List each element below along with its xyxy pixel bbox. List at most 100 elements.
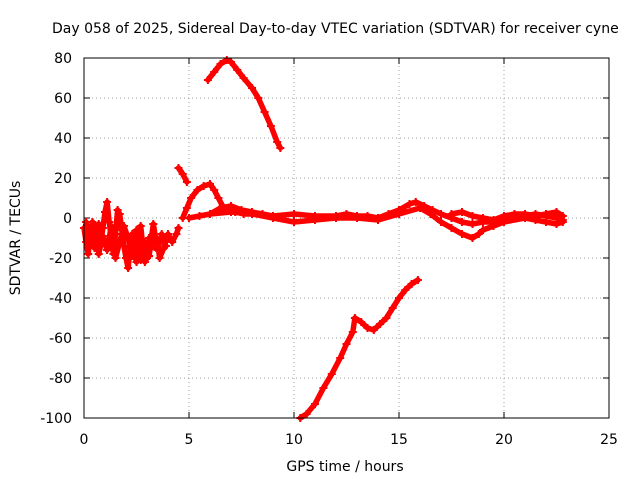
data-point (500, 212, 508, 220)
data-point (552, 208, 561, 216)
data-point (182, 204, 191, 212)
data-point (115, 210, 124, 218)
x-tick-label: 0 (80, 432, 89, 448)
data-point (103, 198, 112, 206)
data-point (357, 318, 366, 326)
data-point (82, 218, 91, 226)
data-point (136, 222, 145, 230)
data-point (107, 222, 116, 230)
data-point (210, 186, 219, 194)
y-tick-label: 80 (54, 51, 72, 67)
data-point (531, 212, 540, 220)
data-point (401, 286, 410, 294)
data-point (542, 218, 550, 226)
data-point (124, 234, 133, 242)
data-point (479, 226, 487, 234)
data-point (128, 252, 137, 260)
data-point (395, 294, 403, 302)
series-arc-high (205, 57, 284, 151)
data-point (178, 170, 187, 178)
data-point (350, 314, 359, 322)
axis-ticks: 0 5 10 15 20 25 -100 -80 -60 -40 -20 0 20 40 60 80 (40, 51, 618, 448)
data-point (489, 216, 498, 224)
data-point (172, 230, 181, 238)
data-point (468, 234, 477, 242)
gridlines (84, 58, 609, 418)
data-point (227, 208, 235, 216)
y-tick-label: -20 (49, 251, 72, 267)
x-tick-label: 25 (600, 432, 618, 448)
data-point (426, 210, 435, 218)
data-point (290, 210, 298, 218)
data-point (115, 238, 124, 246)
data-point (319, 384, 328, 392)
data-point (210, 68, 219, 76)
data-point (269, 214, 277, 222)
data-point (132, 226, 141, 234)
data-point (558, 212, 567, 220)
data-point (124, 264, 133, 272)
data-point (437, 210, 445, 218)
data-point (302, 410, 311, 418)
data-point (174, 164, 183, 172)
y-tick-label: -40 (49, 291, 72, 307)
data-point (185, 214, 193, 222)
data-point (193, 186, 202, 194)
data-point (311, 400, 319, 408)
data-point (468, 220, 477, 228)
data-point (161, 242, 170, 250)
x-tick-label: 20 (495, 432, 513, 448)
data-point (174, 224, 183, 232)
data-point (84, 250, 93, 258)
data-point (363, 324, 372, 332)
data-point (416, 204, 424, 212)
data-point (374, 216, 382, 224)
data-point (327, 370, 336, 378)
data-point (266, 122, 275, 130)
data-point (248, 84, 256, 92)
data-point (405, 200, 414, 208)
data-point (273, 138, 282, 146)
data-point (119, 222, 128, 230)
data-point (407, 280, 416, 288)
x-tick-label: 5 (185, 432, 194, 448)
data-point (552, 220, 561, 228)
y-axis-label: SDTVAR / TECUs (8, 181, 24, 296)
data-point (510, 210, 519, 218)
x-tick-label: 15 (390, 432, 408, 448)
series-arc-low (297, 277, 421, 421)
data-point (458, 230, 466, 238)
y-tick-label: 20 (54, 171, 72, 187)
data-point (140, 238, 149, 246)
data-point (199, 182, 208, 190)
plot-frame (83, 57, 610, 419)
data-point (168, 238, 177, 246)
data-point (206, 180, 214, 188)
data-point (521, 210, 529, 218)
data-point (101, 208, 109, 216)
data-point (353, 214, 361, 222)
data-point (90, 222, 99, 230)
data-point (458, 208, 466, 216)
data-point (395, 210, 403, 218)
data-point (388, 304, 397, 312)
data-point (447, 224, 456, 232)
y-tick-label: -80 (49, 371, 72, 387)
data-point (153, 246, 162, 254)
data-point (94, 250, 103, 258)
data-point (542, 210, 550, 218)
data-point (216, 60, 225, 68)
data-point (413, 276, 422, 284)
data-point (447, 210, 456, 218)
data-point (332, 214, 340, 222)
data-point (98, 232, 107, 240)
data-point (311, 216, 319, 224)
data-series-layer (80, 56, 567, 422)
data-point (479, 214, 487, 222)
data-point (260, 108, 269, 116)
y-tick-label: -100 (40, 411, 72, 427)
data-point (98, 224, 107, 232)
data-point (145, 252, 154, 260)
data-point (155, 254, 164, 262)
